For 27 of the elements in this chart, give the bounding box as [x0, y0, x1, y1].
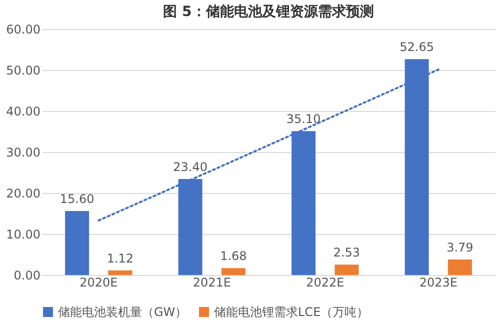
x-tick-label: 2022E [306, 276, 344, 290]
legend-label: 储能电池装机量（GW） [58, 305, 188, 319]
bar [108, 270, 132, 275]
data-label: 1.68 [220, 249, 247, 264]
chart-title: 图 5：储能电池及锂资源需求预测 [163, 4, 374, 20]
y-tick-label: 30.00 [6, 146, 40, 160]
legend-label: 储能电池锂需求LCE（万吨） [214, 305, 369, 319]
data-label: 1.12 [106, 251, 134, 266]
bar [448, 259, 472, 275]
data-label: 23.40 [173, 160, 208, 174]
bar [221, 268, 246, 275]
x-tick-label: 2021E [192, 276, 231, 290]
x-tick-label: 2023E [419, 276, 458, 290]
y-tick-label: 60.00 [6, 22, 40, 36]
data-label: 35.10 [286, 112, 321, 126]
data-label: 2.53 [333, 246, 360, 260]
y-tick-label: 20.00 [6, 186, 40, 200]
data-label: 52.65 [400, 40, 434, 54]
bar [334, 264, 359, 275]
data-label: 3.79 [446, 240, 474, 254]
y-tick-label: 10.00 [6, 228, 40, 242]
y-tick-label: 40.00 [6, 104, 40, 118]
y-tick-label: 50.00 [6, 64, 40, 78]
y-tick-label: 0.00 [14, 268, 40, 282]
x-tick-label: 2020E [80, 276, 118, 290]
data-label: 15.60 [60, 192, 94, 206]
bar [65, 211, 90, 275]
